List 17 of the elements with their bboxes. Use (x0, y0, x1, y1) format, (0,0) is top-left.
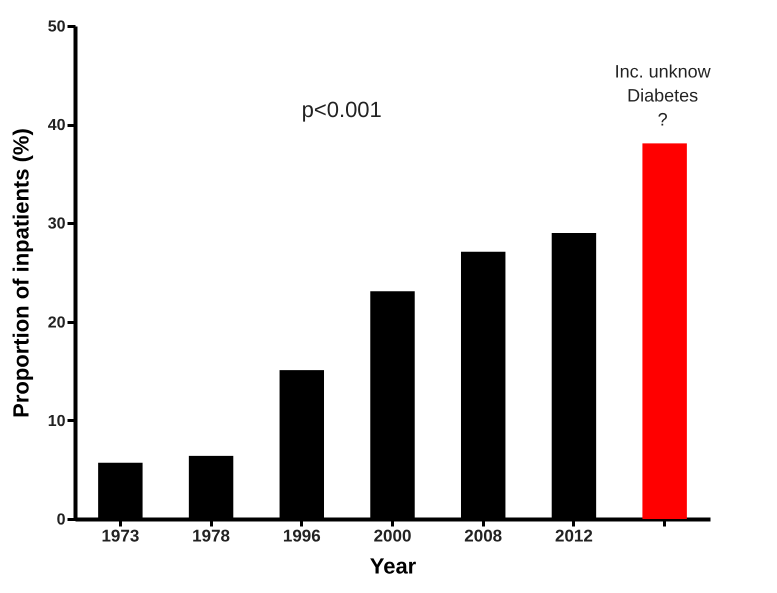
annotation: p<0.001 (302, 96, 382, 122)
bar (642, 143, 687, 519)
y-tick-label: 40 (48, 117, 66, 134)
x-tick-label: 1973 (101, 526, 140, 546)
y-tick-label: 10 (48, 412, 66, 430)
x-tick-label: 1978 (192, 526, 230, 546)
y-tick-label: 50 (48, 18, 66, 36)
x-tick-label: 2000 (374, 526, 412, 546)
x-tick-label: 1996 (282, 526, 321, 546)
y-tick-label: 0 (56, 512, 66, 528)
y-axis-title: Proportion of inpatients (%) (8, 128, 34, 418)
x-axis-title: Year (370, 554, 417, 578)
y-tick-label: 20 (48, 314, 66, 332)
x-tick-label: 2008 (464, 526, 502, 546)
y-tick-label: 30 (48, 216, 66, 233)
x-tick-label: 2012 (555, 526, 593, 546)
annotation: Inc. unknow Diabetes ? (614, 61, 712, 130)
